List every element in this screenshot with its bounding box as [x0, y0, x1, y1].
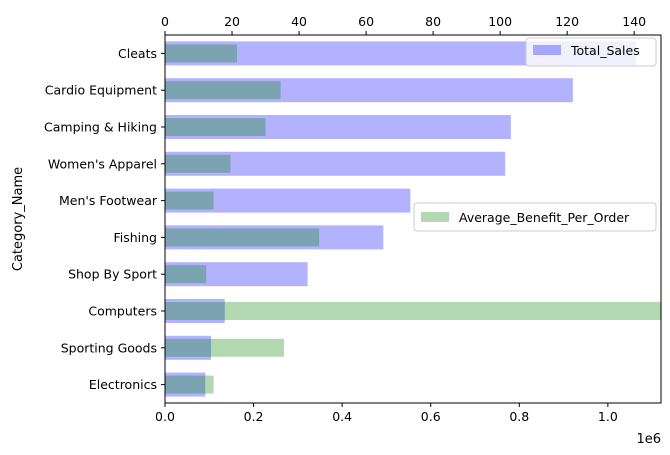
total-sales-bars: [165, 41, 636, 397]
average-benefit-bar-cardio-equipment: [165, 81, 281, 100]
y-tick-label: Fishing: [113, 230, 157, 245]
y-axis-label: Category_Name: [11, 167, 26, 271]
y-tick-label: Men's Footwear: [59, 193, 158, 208]
x-top-tick-label: 20: [224, 14, 240, 29]
y-tick-label: Shop By Sport: [68, 267, 157, 282]
y-tick-label: Camping & Hiking: [44, 120, 157, 135]
x-top-tick-label: 60: [358, 14, 374, 29]
x-bottom-tick-label: 0.6: [421, 409, 441, 424]
x-bottom-tick-label: 0.0: [155, 409, 175, 424]
total-sales-bar-electronics: [165, 372, 206, 397]
x-top-tick-label: 140: [622, 14, 646, 29]
average-benefit-bar-computers: [165, 302, 661, 320]
x-top-tick-label: 40: [291, 14, 307, 29]
legend-label-total-sales: Total_Sales: [570, 43, 640, 58]
average-benefit-bar-shop-by-sport: [165, 265, 207, 284]
legend-label-average-benefit: Average_Benefit_Per_Order: [459, 210, 630, 225]
average-benefit-bar-cleats: [165, 44, 238, 63]
average-benefit-bar-men-s-footwear: [165, 191, 214, 210]
axis-multiplier: 1e6: [636, 432, 661, 447]
y-tick-label: Electronics: [89, 377, 157, 392]
legend-total-sales: Total_Sales: [525, 37, 657, 67]
average-benefit-bar-electronics: [165, 375, 214, 394]
total-sales-bar-men-s-footwear: [165, 188, 411, 213]
legend-swatch-average-benefit: [421, 212, 449, 222]
average-benefit-bar-fishing: [165, 228, 320, 247]
x-bottom-tick-label: 0.8: [509, 409, 529, 424]
legend-average-benefit: Average_Benefit_Per_Order: [413, 202, 657, 232]
x-top-tick-label: 0: [161, 14, 169, 29]
total-sales-bar-fishing: [165, 225, 384, 250]
left-axis: Cleats Cardio Equipment Camping & Hiking Wo…: [44, 46, 165, 392]
y-tick-label: Computers: [88, 304, 157, 319]
average-benefit-bar-women-s-apparel: [165, 154, 231, 173]
y-tick-label: Cleats: [118, 46, 157, 61]
legend-swatch-total-sales: [533, 45, 561, 55]
x-bottom-tick-label: 0.4: [332, 409, 352, 424]
average-benefit-bars: [165, 44, 661, 394]
total-sales-bar-camping-hiking: [165, 115, 511, 139]
y-tick-label: Women's Apparel: [48, 156, 157, 171]
average-benefit-bar-sporting-goods: [165, 338, 284, 357]
bottom-axis: 0.0 0.2 0.4 0.6 0.8 1.0: [155, 403, 618, 424]
y-tick-label: Cardio Equipment: [45, 83, 157, 98]
plot-frame: [164, 34, 662, 404]
total-sales-bar-computers: [165, 299, 225, 323]
y-tick-label: Sporting Goods: [61, 340, 157, 355]
x-bottom-tick-label: 0.2: [244, 409, 264, 424]
total-sales-bar-sporting-goods: [165, 335, 212, 360]
x-top-tick-label: 120: [555, 14, 579, 29]
top-axis: 0 20 40 60 80 100 120 140: [161, 14, 646, 35]
total-sales-bar-women-s-apparel: [165, 151, 506, 176]
x-top-tick-label: 100: [488, 14, 512, 29]
average-benefit-bar-camping-hiking: [165, 118, 266, 136]
x-top-tick-label: 80: [425, 14, 441, 29]
total-sales-bar-cardio-equipment: [165, 78, 573, 103]
total-sales-bar-shop-by-sport: [165, 262, 308, 287]
x-bottom-tick-label: 1.0: [598, 409, 618, 424]
